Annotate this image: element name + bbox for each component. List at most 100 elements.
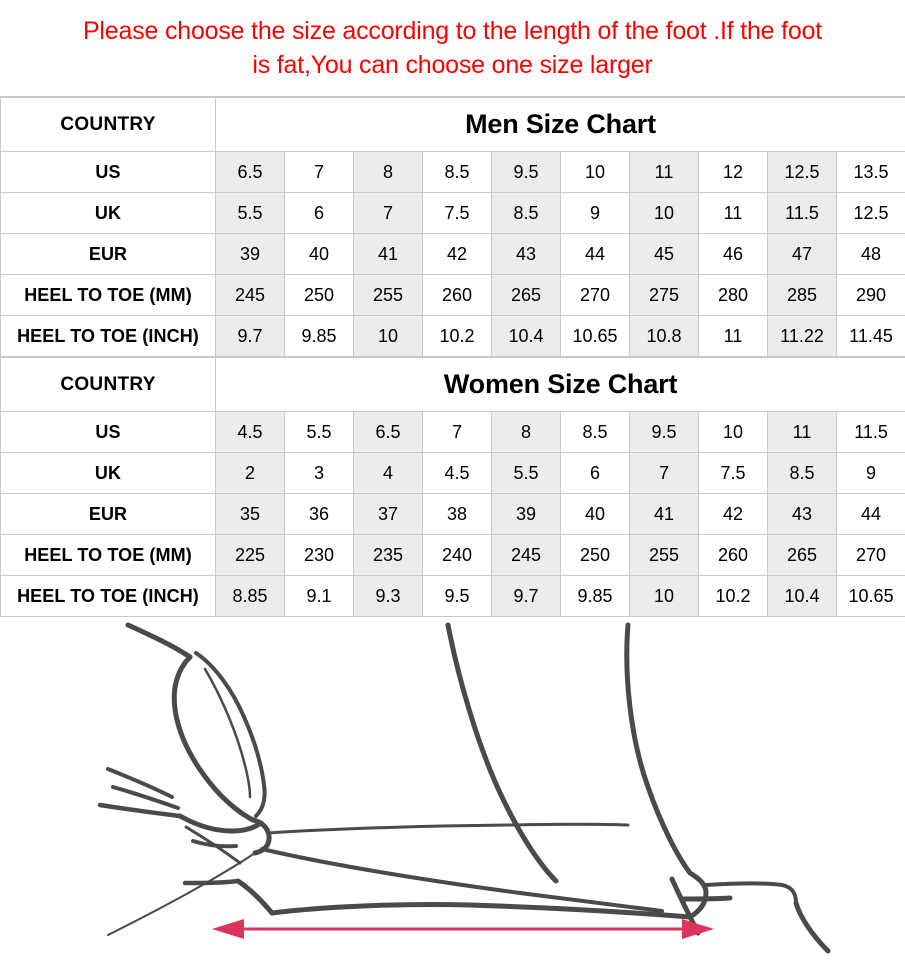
men-us-cell-4: 8.5 [423,152,492,193]
women-inch-cell-6: 9.85 [561,576,630,617]
women-row-label-heel-inch: HEEL TO TOE (INCH) [1,576,216,617]
women-eur-cell-10: 44 [837,494,905,535]
women-section-header-row: COUNTRY Women Size Chart [1,358,905,412]
women-mm-cell-6: 250 [561,535,630,576]
instruction-text: Please choose the size according to the … [83,14,822,83]
women-row-label-eur: EUR [1,494,216,535]
men-us-cell-2: 7 [285,152,354,193]
women-chart-title: Women Size Chart [216,358,905,412]
women-mm-cell-10: 270 [837,535,905,576]
table-row: EUR 35 36 37 38 39 40 41 42 43 44 [1,494,905,535]
men-us-cell-6: 10 [561,152,630,193]
men-chart-title: Men Size Chart [216,98,905,152]
men-uk-cell-5: 8.5 [492,193,561,234]
men-eur-cell-5: 43 [492,234,561,275]
men-us-cell-5: 9.5 [492,152,561,193]
women-us-cell-2: 5.5 [285,412,354,453]
men-inch-cell-5: 10.4 [492,316,561,357]
men-mm-cell-1: 245 [216,275,285,316]
table-row: UK 5.5 6 7 7.5 8.5 9 10 11 11.5 12.5 [1,193,905,234]
instruction-line-2: is fat,You can choose one size larger [252,51,652,79]
table-row: US 6.5 7 8 8.5 9.5 10 11 12 12.5 13.5 [1,152,905,193]
women-eur-cell-5: 39 [492,494,561,535]
women-uk-cell-7: 7 [630,453,699,494]
men-uk-cell-4: 7.5 [423,193,492,234]
women-uk-cell-2: 3 [285,453,354,494]
men-inch-cell-2: 9.85 [285,316,354,357]
men-mm-cell-8: 280 [699,275,768,316]
men-us-cell-8: 12 [699,152,768,193]
men-us-cell-1: 6.5 [216,152,285,193]
men-section-header-row: COUNTRY Men Size Chart [1,98,905,152]
men-eur-cell-8: 46 [699,234,768,275]
men-country-header: COUNTRY [1,98,216,152]
women-us-cell-10: 11.5 [837,412,905,453]
men-uk-cell-10: 12.5 [837,193,905,234]
women-us-cell-3: 6.5 [354,412,423,453]
women-inch-cell-5: 9.7 [492,576,561,617]
men-eur-cell-10: 48 [837,234,905,275]
women-us-cell-1: 4.5 [216,412,285,453]
men-uk-cell-2: 6 [285,193,354,234]
men-row-label-us: US [1,152,216,193]
men-uk-cell-1: 5.5 [216,193,285,234]
table-row: UK 2 3 4 4.5 5.5 6 7 7.5 8.5 9 [1,453,905,494]
men-inch-cell-9: 11.22 [768,316,837,357]
men-us-cell-7: 11 [630,152,699,193]
foot-side-view-sketch-icon [0,617,905,975]
women-uk-cell-5: 5.5 [492,453,561,494]
men-inch-cell-6: 10.65 [561,316,630,357]
women-inch-cell-7: 10 [630,576,699,617]
women-us-cell-8: 10 [699,412,768,453]
women-us-cell-7: 9.5 [630,412,699,453]
table-row: HEEL TO TOE (MM) 245 250 255 260 265 270… [1,275,905,316]
women-size-chart-table: COUNTRY Women Size Chart US 4.5 5.5 6.5 … [0,357,905,617]
men-row-label-eur: EUR [1,234,216,275]
women-row-label-heel-mm: HEEL TO TOE (MM) [1,535,216,576]
men-us-cell-3: 8 [354,152,423,193]
men-mm-cell-7: 275 [630,275,699,316]
men-mm-cell-6: 270 [561,275,630,316]
women-mm-cell-3: 235 [354,535,423,576]
table-row: HEEL TO TOE (INCH) 8.85 9.1 9.3 9.5 9.7 … [1,576,905,617]
men-eur-cell-1: 39 [216,234,285,275]
table-row: EUR 39 40 41 42 43 44 45 46 47 48 [1,234,905,275]
women-uk-cell-3: 4 [354,453,423,494]
men-uk-cell-8: 11 [699,193,768,234]
women-mm-cell-4: 240 [423,535,492,576]
women-eur-cell-2: 36 [285,494,354,535]
men-uk-cell-7: 10 [630,193,699,234]
women-uk-cell-6: 6 [561,453,630,494]
women-us-cell-6: 8.5 [561,412,630,453]
women-row-label-us: US [1,412,216,453]
double-headed-arrow-icon [212,919,714,939]
women-inch-cell-2: 9.1 [285,576,354,617]
men-us-cell-9: 12.5 [768,152,837,193]
women-mm-cell-9: 265 [768,535,837,576]
men-inch-cell-1: 9.7 [216,316,285,357]
table-row: US 4.5 5.5 6.5 7 8 8.5 9.5 10 11 11.5 [1,412,905,453]
women-eur-cell-8: 42 [699,494,768,535]
women-mm-cell-1: 225 [216,535,285,576]
men-mm-cell-10: 290 [837,275,905,316]
men-row-label-heel-inch: HEEL TO TOE (INCH) [1,316,216,357]
women-row-label-uk: UK [1,453,216,494]
men-eur-cell-6: 44 [561,234,630,275]
women-inch-cell-1: 8.85 [216,576,285,617]
men-inch-cell-7: 10.8 [630,316,699,357]
women-uk-cell-8: 7.5 [699,453,768,494]
women-mm-cell-8: 260 [699,535,768,576]
women-uk-cell-9: 8.5 [768,453,837,494]
women-eur-cell-4: 38 [423,494,492,535]
women-inch-cell-4: 9.5 [423,576,492,617]
table-row: HEEL TO TOE (INCH) 9.7 9.85 10 10.2 10.4… [1,316,905,357]
men-inch-cell-3: 10 [354,316,423,357]
men-mm-cell-3: 255 [354,275,423,316]
instruction-banner: Please choose the size according to the … [0,0,905,97]
women-mm-cell-5: 245 [492,535,561,576]
women-inch-cell-10: 10.65 [837,576,905,617]
women-eur-cell-9: 43 [768,494,837,535]
men-inch-cell-4: 10.2 [423,316,492,357]
women-us-cell-5: 8 [492,412,561,453]
women-inch-cell-8: 10.2 [699,576,768,617]
